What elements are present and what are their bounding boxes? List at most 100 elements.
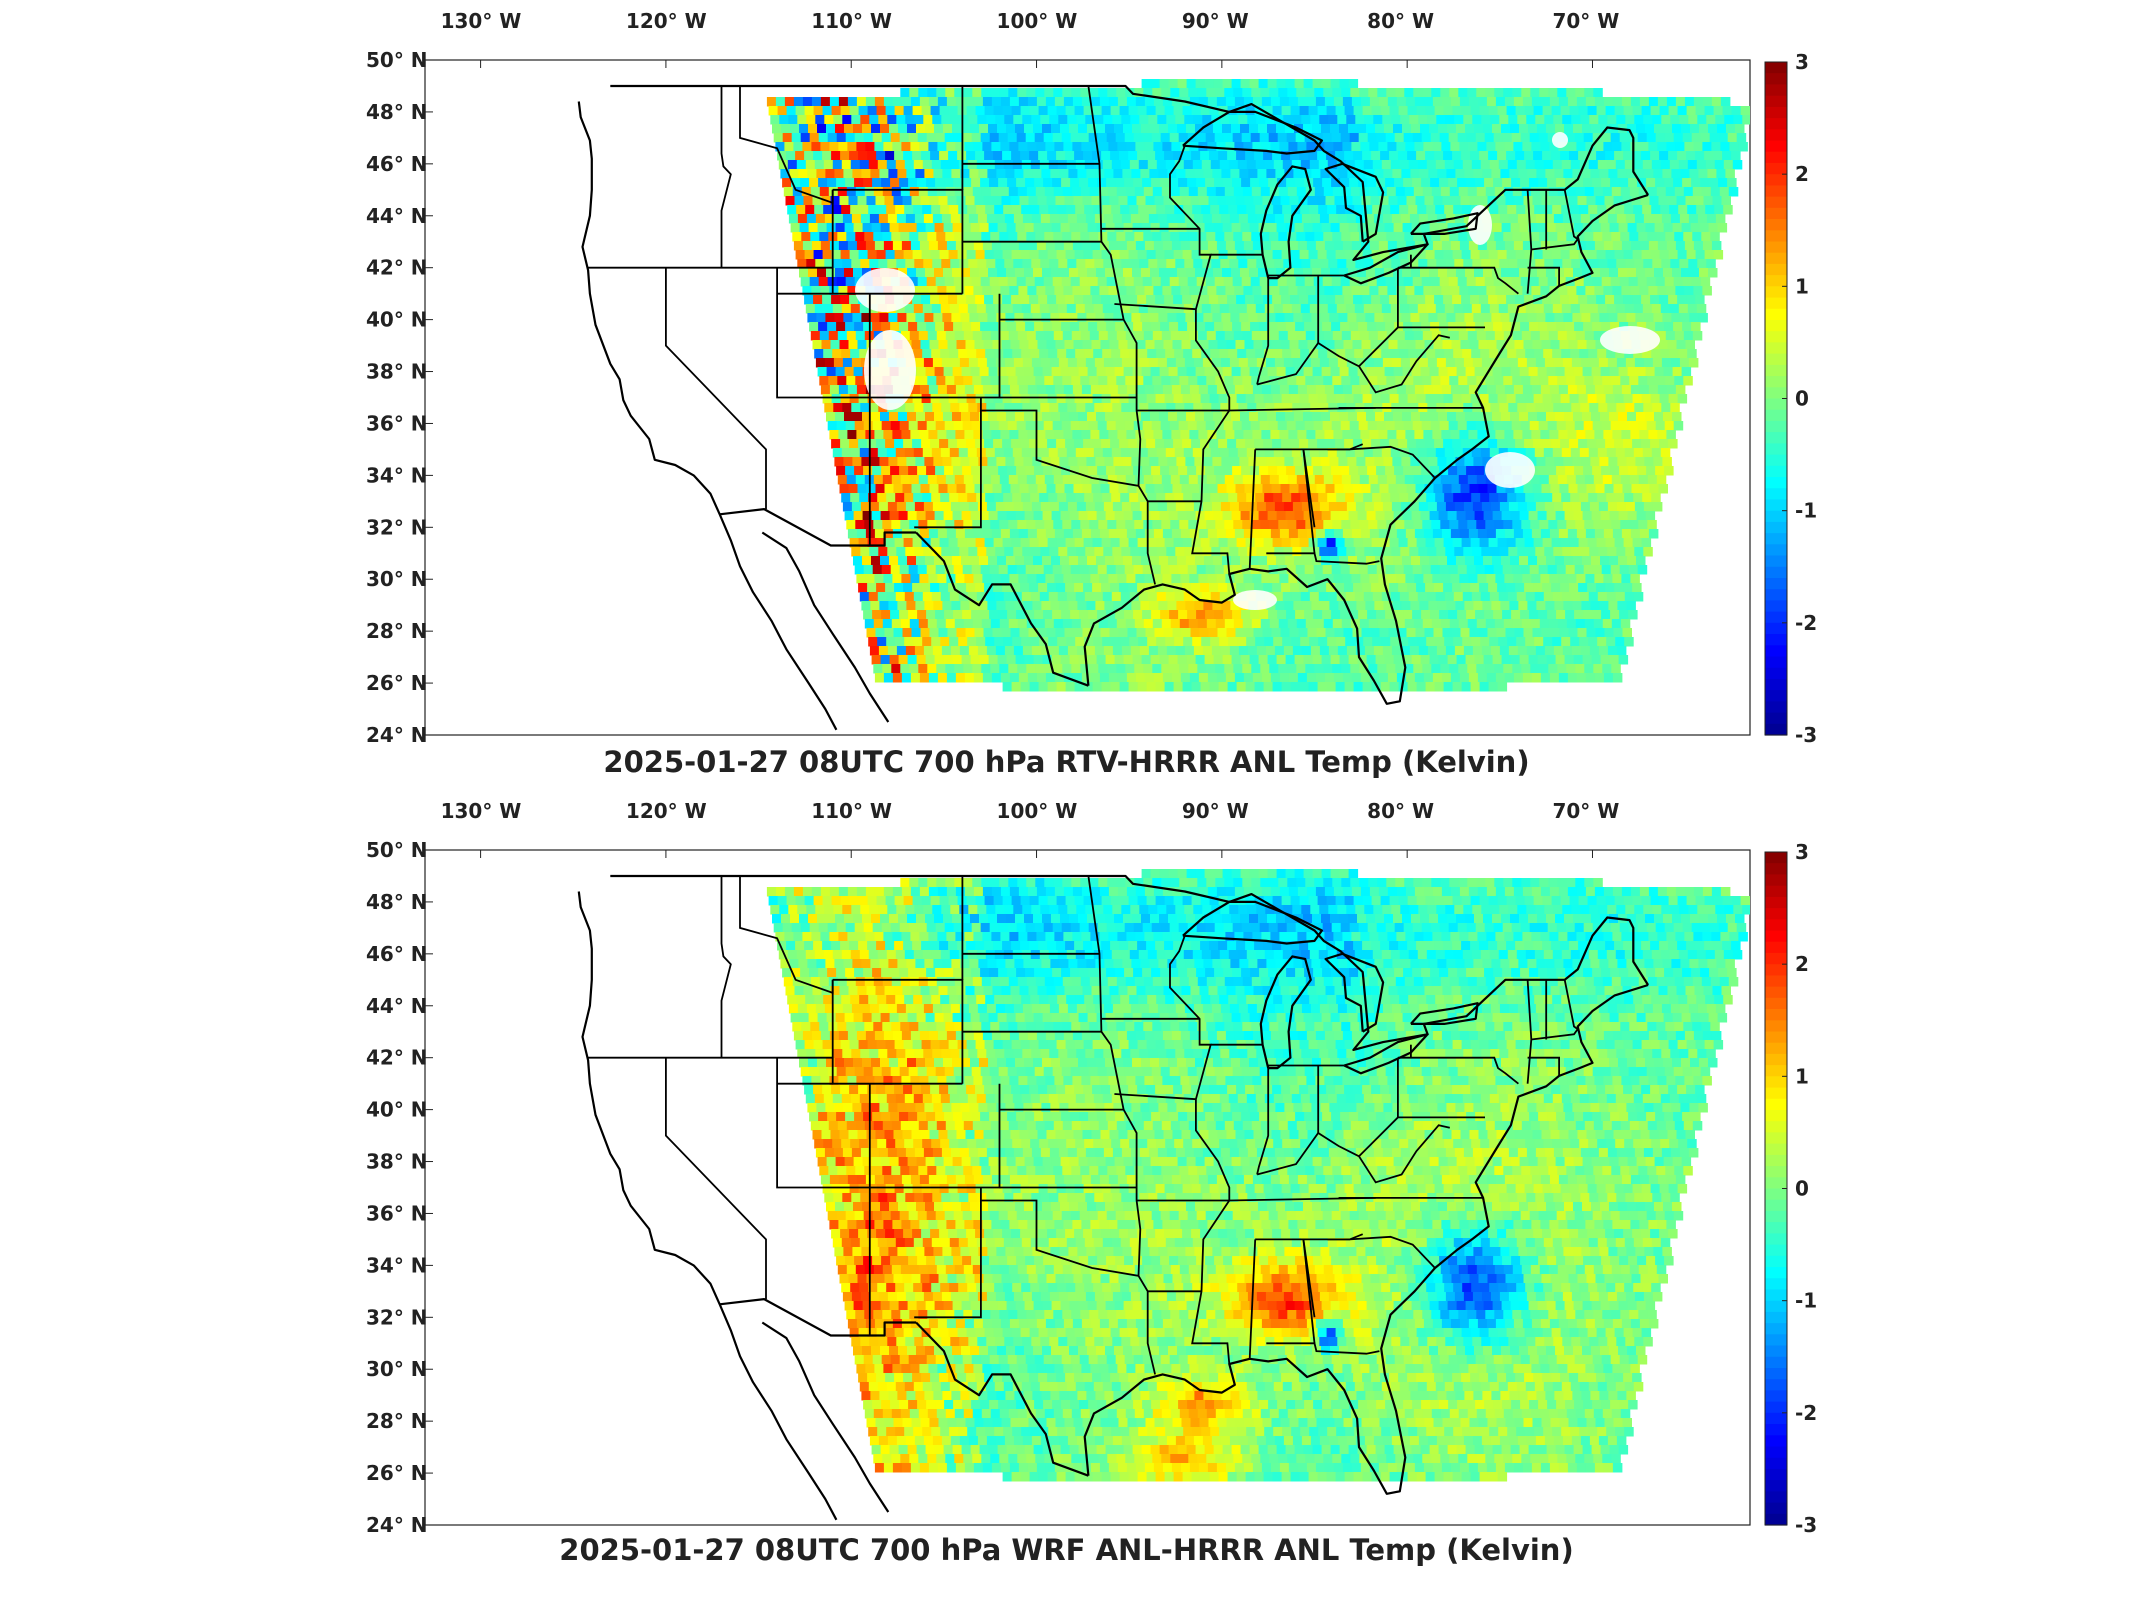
colorbar-segment [1765, 622, 1787, 635]
coastline [1324, 162, 1385, 243]
colorbar-segment [1765, 1132, 1787, 1145]
lat-tick-label: 38° N [366, 360, 428, 384]
colorbar-tick-label: -1 [1795, 499, 1817, 523]
colorbar-segment [1765, 465, 1787, 478]
colorbar-segment [1765, 533, 1787, 545]
lat-tick-label: 40° N [366, 1098, 428, 1122]
colorbar: 3 2 1 0 -1 -2 -3 [1764, 840, 1817, 1537]
lat-tick-label: 50° N [366, 838, 428, 862]
colorbar-segment [1765, 1177, 1787, 1190]
state-border [720, 876, 732, 1058]
colorbar-segment [1765, 376, 1787, 388]
colorbar-segment [1765, 1076, 1787, 1089]
lat-tick-label: 46° N [366, 942, 428, 966]
colorbar-segment [1765, 185, 1787, 198]
lat-tick-label: 48° N [366, 100, 428, 124]
colorbar-segment [1765, 129, 1787, 142]
state-border [1248, 449, 1257, 569]
lat-tick-label: 24° N [366, 723, 428, 747]
colorbar-segment [1765, 578, 1787, 590]
bottom-map-title: 2025-01-27 08UTC 700 hPa WRF ANL-HRRR AN… [559, 1533, 1574, 1567]
colorbar-tick-label: -2 [1795, 1401, 1817, 1425]
colorbar-tick-label: -1 [1795, 1289, 1817, 1313]
colorbar-segment [1765, 521, 1787, 534]
colorbar-segment [1765, 1188, 1787, 1201]
map-outlines [577, 84, 1650, 731]
colorbar-segment [1765, 364, 1787, 377]
state-border [1266, 552, 1380, 565]
colorbar-segment [1765, 1435, 1787, 1448]
state-border [1256, 1065, 1270, 1175]
state-border [1527, 266, 1560, 286]
state-border [1327, 445, 1436, 479]
state-border [665, 267, 767, 510]
colorbar-segment [1765, 432, 1787, 444]
lat-tick-label: 44° N [366, 994, 428, 1018]
lat-tick-label: 38° N [366, 1150, 428, 1174]
coastline [719, 508, 917, 547]
map-axes: 130° W 120° W 110° W 100° W 90° W 80° W 70° W 5… [366, 9, 1751, 747]
coastline [577, 101, 838, 731]
colorbar-segment [1765, 964, 1787, 976]
colorbar-segment [1765, 1289, 1787, 1302]
lat-tick-label: 40° N [366, 308, 428, 332]
coastline [1083, 193, 1649, 705]
state-border [1248, 1239, 1257, 1359]
colorbar-segment [1765, 1480, 1787, 1492]
colorbar-segment [1765, 919, 1787, 932]
state-border [1563, 189, 1579, 240]
colorbar-segment [1765, 712, 1787, 725]
lat-tick-label: 36° N [366, 411, 428, 435]
colorbar-segment [1765, 488, 1787, 500]
colorbar-segment [1765, 1121, 1787, 1133]
state-borders [588, 875, 1579, 1375]
colorbar-segment [1765, 1390, 1787, 1403]
lat-tick-label: 28° N [366, 1409, 428, 1433]
state-border [1256, 275, 1270, 385]
colorbar-segment [1765, 1334, 1787, 1347]
state-border [1302, 449, 1316, 528]
colorbar: 3 2 1 0 -1 -2 -3 [1764, 50, 1817, 747]
colorbar-segment [1765, 95, 1787, 108]
state-border [1087, 875, 1142, 1276]
colorbar-segment [1765, 308, 1787, 321]
colorbar-segment [1765, 286, 1787, 299]
state-border [1327, 1235, 1436, 1269]
colorbar-segment [1765, 1412, 1787, 1425]
colorbar-segment [1765, 252, 1787, 265]
colorbar-segment [1765, 1154, 1787, 1167]
top-map-title: 2025-01-27 08UTC 700 hPa RTV-HRRR ANL Te… [603, 745, 1530, 779]
lon-tick-label: 130° W [441, 9, 522, 33]
state-border [1563, 979, 1579, 1030]
colorbar-tick-label: 1 [1795, 1064, 1809, 1088]
colorbar-segment [1765, 162, 1787, 175]
state-border [980, 1199, 1156, 1375]
colorbar-segment [1765, 874, 1787, 887]
state-border [1191, 409, 1231, 575]
lat-tick-label: 42° N [366, 1046, 428, 1070]
colorbar-segment [1765, 454, 1787, 467]
colorbar-segment [1765, 84, 1787, 97]
colorbar-segment [1765, 1424, 1787, 1436]
lat-tick-label: 30° N [366, 1357, 428, 1381]
state-border [1087, 85, 1142, 486]
colorbar-segment [1765, 477, 1787, 489]
colorbar-segment [1765, 1222, 1787, 1234]
coastline [1259, 165, 1312, 280]
temperature-field [766, 869, 1750, 1482]
colorbar-segment [1765, 1009, 1787, 1021]
coastline [915, 531, 1089, 687]
lon-tick-label: 110° W [811, 799, 892, 823]
colorbar-segment [1765, 1267, 1787, 1279]
lon-tick-label: 130° W [441, 799, 522, 823]
colorbar-segment [1765, 611, 1787, 624]
state-border [1169, 145, 1231, 411]
lon-tick-label: 120° W [626, 799, 707, 823]
colorbar-segment [1765, 1323, 1787, 1335]
lon-tick-label: 70° W [1552, 9, 1619, 33]
coastline [1182, 110, 1323, 155]
colorbar-segment [1765, 398, 1787, 411]
colorbar-tick-label: 0 [1795, 1177, 1809, 1201]
colorbar-segment [1765, 1356, 1787, 1369]
lon-tick-label: 100° W [997, 799, 1078, 823]
